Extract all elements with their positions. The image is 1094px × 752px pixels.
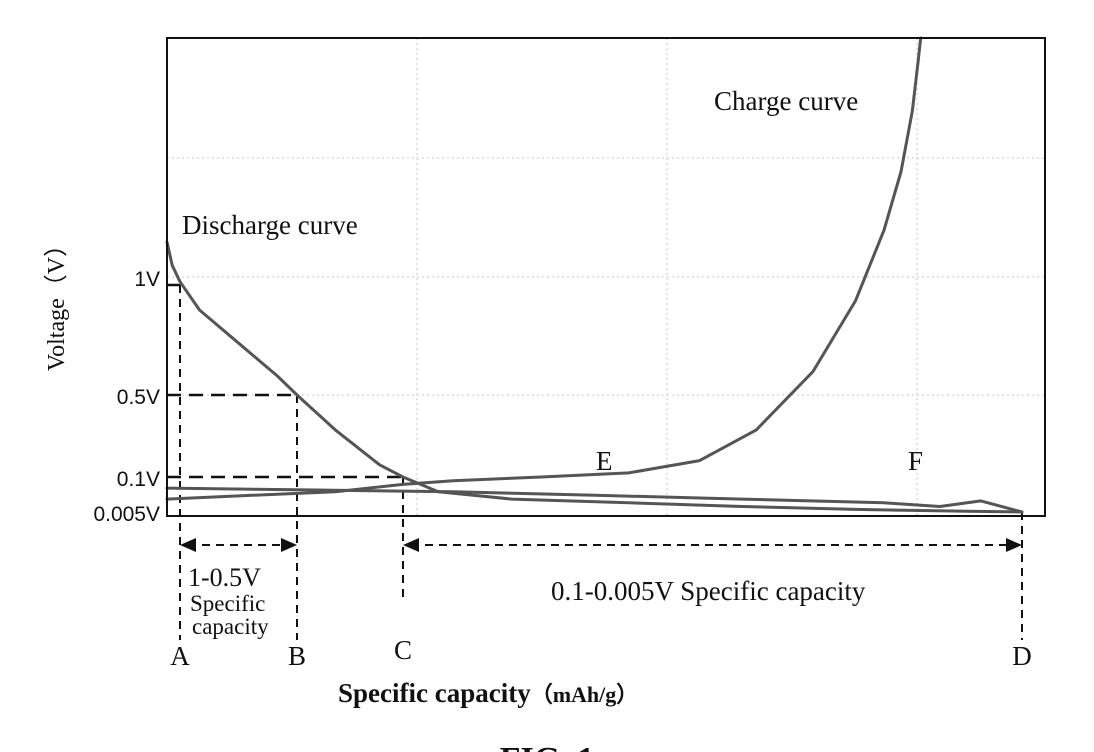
- range-2-label: 0.1-0.005V Specific capacity: [551, 576, 866, 606]
- range-1-label-line-3: capacity: [192, 614, 269, 639]
- y-tick-label-1: 1V: [134, 268, 160, 291]
- curves: [167, 38, 1022, 512]
- charge-curve-label: Charge curve: [714, 86, 858, 116]
- y-tick-label-2: 0.5V: [117, 386, 160, 409]
- range-arrow-1: [180, 538, 297, 552]
- x-marker-b: B: [288, 641, 306, 671]
- discharge-curve-label: Discharge curve: [182, 210, 358, 240]
- range-arrow-1-head-left: [180, 538, 196, 552]
- discharge-curve-line: [167, 242, 1022, 512]
- point-label-e: E: [596, 446, 613, 476]
- x-axis-title-unit: （mAh/g）: [531, 682, 639, 707]
- range-arrow-2: [403, 538, 1022, 552]
- x-axis-title: Specific capacity（mAh/g）: [338, 678, 638, 708]
- range-arrow-2-head-right: [1006, 538, 1022, 552]
- y-tick-label-3: 0.1V: [117, 468, 160, 491]
- labels: 1V 0.5V 0.1V 0.005V 1-0.5VSpecificcapacity 0.…: [44, 86, 1032, 752]
- x-axis-title-main: Specific capacity: [338, 678, 531, 708]
- range-arrow-2-head-left: [403, 538, 419, 552]
- x-marker-d: D: [1012, 641, 1032, 671]
- range-arrow-1-head-right: [281, 538, 297, 552]
- y-tick-label-4: 0.005V: [93, 503, 160, 526]
- x-marker-c: C: [394, 635, 412, 665]
- x-marker-a: A: [170, 641, 190, 671]
- y-axis-title: Voltage（V）: [44, 233, 70, 371]
- point-label-f: F: [908, 446, 923, 476]
- range-1-label-line-2: Specific: [190, 591, 265, 616]
- range-1-label-line-1: 1-0.5V: [188, 563, 261, 592]
- figure-caption: FIG. 1: [500, 741, 594, 752]
- series-3-line: [167, 488, 1022, 512]
